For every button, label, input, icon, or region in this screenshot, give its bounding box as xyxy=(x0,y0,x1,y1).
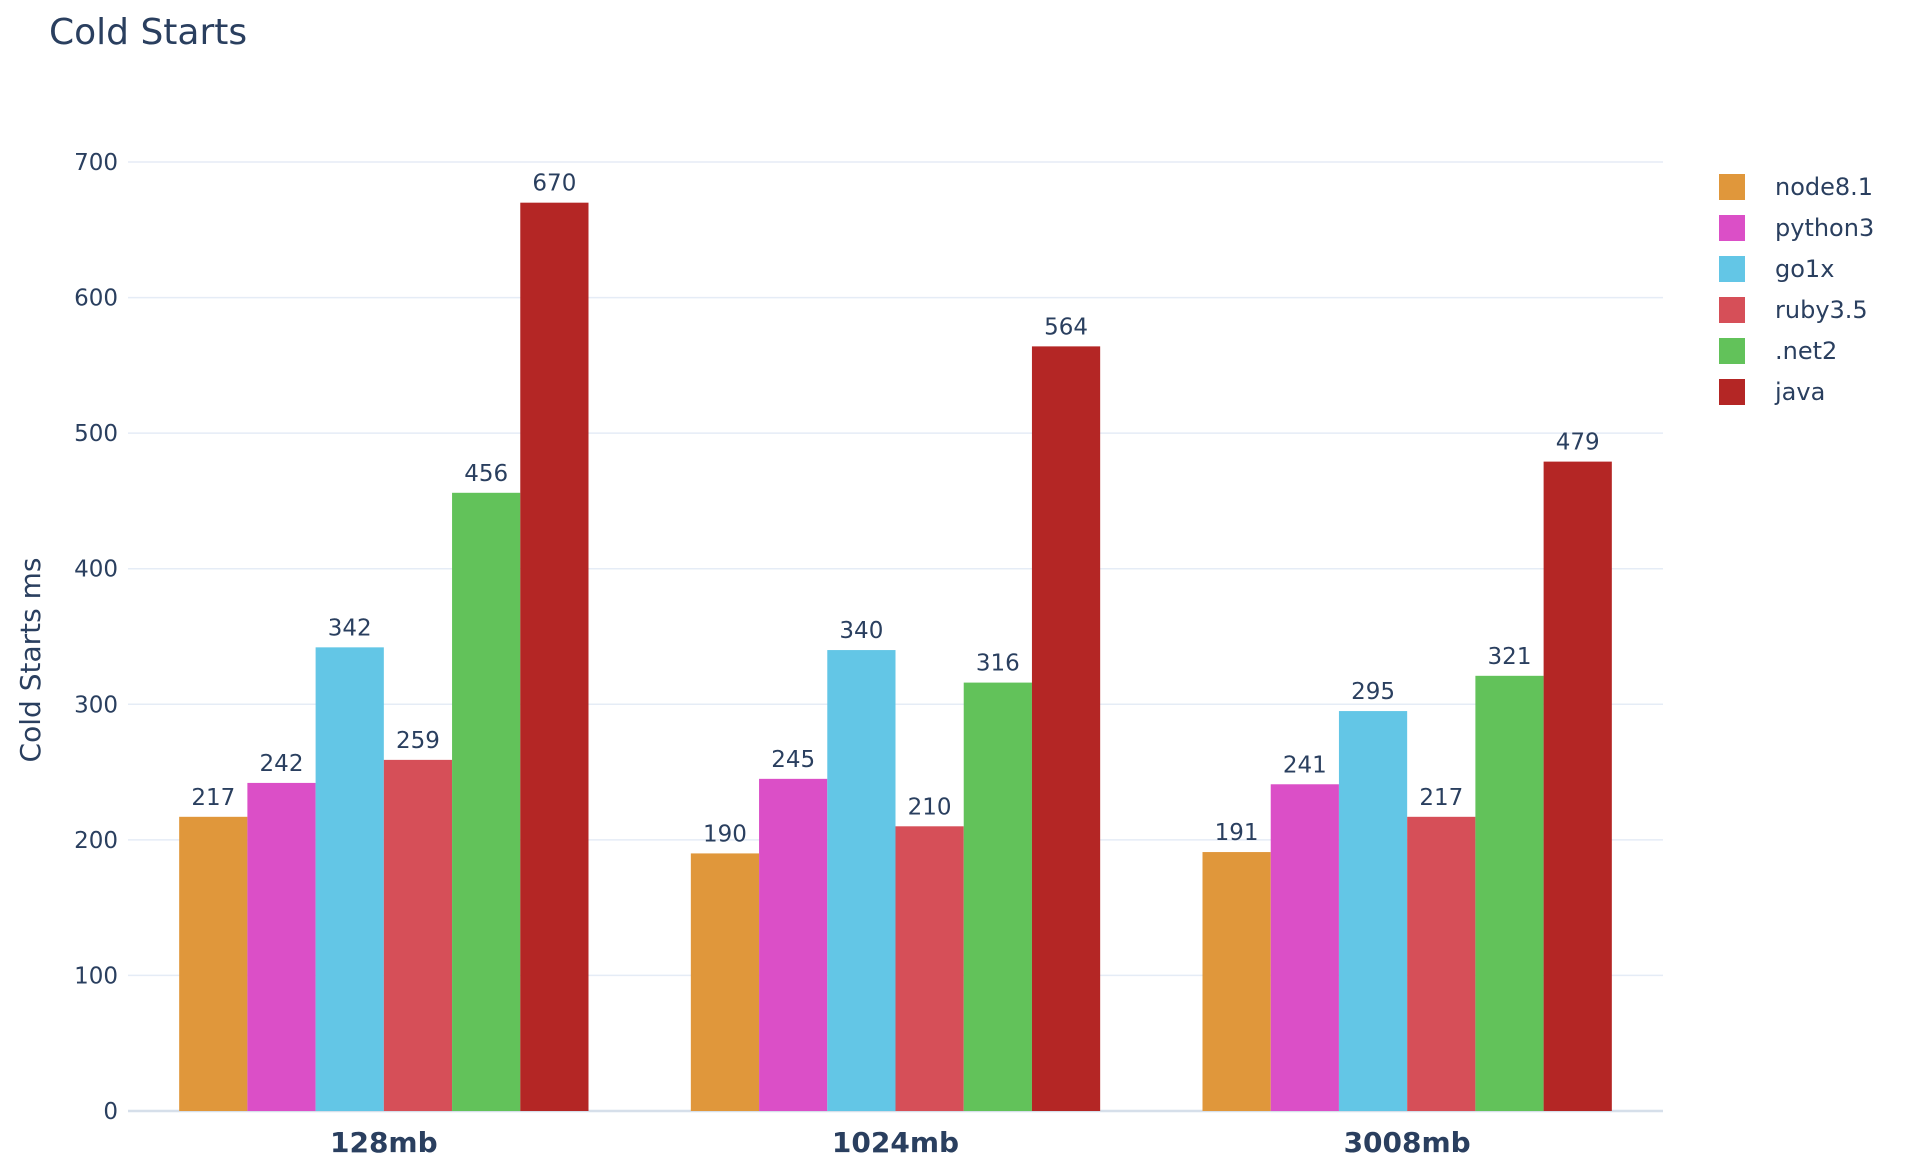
bar-node81-1024mb[interactable] xyxy=(690,853,760,1111)
bar-value-label: 245 xyxy=(771,747,815,773)
bar-value-label: 259 xyxy=(396,728,440,754)
bar-value-label: 190 xyxy=(703,821,747,847)
legend-swatch xyxy=(1719,297,1745,323)
bar-value-label: 670 xyxy=(532,171,576,197)
bar-python3-1024mb[interactable] xyxy=(759,778,828,1111)
legend-swatch xyxy=(1719,256,1745,282)
bar-net2-128mb[interactable] xyxy=(452,492,521,1111)
bar-go1x-128mb[interactable] xyxy=(315,647,384,1111)
legend-item-python3[interactable]: python3 xyxy=(1719,214,1874,242)
bar-value-label: 479 xyxy=(1556,430,1600,456)
bar-value-label: 456 xyxy=(464,461,508,487)
legend-swatch xyxy=(1719,174,1745,200)
y-tick-label: 400 xyxy=(74,557,118,583)
y-axis-label: Cold Starts ms xyxy=(14,558,47,763)
x-tick-label: 1024mb xyxy=(832,1126,959,1159)
legend-swatch xyxy=(1719,338,1745,364)
legend-label: python3 xyxy=(1775,214,1874,242)
legend-label: java xyxy=(1774,378,1825,406)
legend-item-net2[interactable]: .net2 xyxy=(1719,337,1837,365)
bar-ruby35-128mb[interactable] xyxy=(383,759,453,1111)
legend-item-ruby35[interactable]: ruby3.5 xyxy=(1719,296,1868,324)
bar-value-label: 191 xyxy=(1215,820,1259,846)
bar-node81-128mb[interactable] xyxy=(179,816,248,1111)
bar-net2-3008mb[interactable] xyxy=(1475,675,1544,1111)
legend-label: ruby3.5 xyxy=(1775,296,1868,324)
y-tick-label: 300 xyxy=(74,692,118,718)
y-tick-label: 600 xyxy=(74,286,118,312)
bar-value-label: 316 xyxy=(976,651,1020,677)
x-axis: 128mb 1024mb 3008mb xyxy=(330,1126,1471,1159)
bar-value-label: 217 xyxy=(191,785,235,811)
y-tick-label: 200 xyxy=(74,828,118,854)
bar-java-1024mb[interactable] xyxy=(1031,346,1101,1111)
bar-value-label: 217 xyxy=(1419,785,1463,811)
legend-item-go1x[interactable]: go1x xyxy=(1719,255,1834,283)
bar-net2-1024mb[interactable] xyxy=(963,682,1032,1111)
bar-python3-128mb[interactable] xyxy=(247,782,316,1111)
bar-value-label: 210 xyxy=(908,794,952,820)
y-tick-label: 100 xyxy=(74,963,118,989)
bar-value-label: 295 xyxy=(1351,679,1395,705)
bar-value-label: 564 xyxy=(1044,314,1088,340)
legend[interactable]: node8.1 python3 go1x ruby3.5 .net2 java xyxy=(1719,173,1874,406)
bar-java-3008mb[interactable] xyxy=(1543,461,1612,1111)
legend-swatch xyxy=(1719,215,1745,241)
bar-value-label: 241 xyxy=(1283,752,1327,778)
x-tick-label: 128mb xyxy=(330,1126,438,1159)
bar-node81-3008mb[interactable] xyxy=(1202,852,1271,1111)
bar-ruby35-1024mb[interactable] xyxy=(895,826,964,1111)
bar-java-128mb[interactable] xyxy=(520,202,589,1111)
bar-ruby35-3008mb[interactable] xyxy=(1407,816,1476,1111)
legend-item-node81[interactable]: node8.1 xyxy=(1719,173,1873,201)
x-tick-label: 3008mb xyxy=(1344,1126,1471,1159)
chart-title: Cold Starts xyxy=(49,12,247,53)
bars xyxy=(179,202,1612,1111)
y-tick-label: 0 xyxy=(103,1099,118,1125)
bar-python3-3008mb[interactable] xyxy=(1270,784,1339,1111)
y-tick-label: 500 xyxy=(74,421,118,447)
bar-value-label: 342 xyxy=(328,615,372,641)
bar-go1x-3008mb[interactable] xyxy=(1338,711,1408,1111)
bar-value-label: 340 xyxy=(839,618,883,644)
legend-item-java[interactable]: java xyxy=(1719,378,1825,406)
bar-go1x-1024mb[interactable] xyxy=(827,650,896,1111)
y-tick-label: 700 xyxy=(74,150,118,176)
legend-label: .net2 xyxy=(1775,337,1837,365)
bar-value-label: 242 xyxy=(260,751,304,777)
legend-label: go1x xyxy=(1775,255,1834,283)
legend-label: node8.1 xyxy=(1775,173,1873,201)
bar-value-label: 321 xyxy=(1488,644,1532,670)
legend-swatch xyxy=(1719,379,1745,405)
data-labels: 217 242 342 259 456 670 190 245 340 210 316 564 191 2… xyxy=(191,171,1599,848)
